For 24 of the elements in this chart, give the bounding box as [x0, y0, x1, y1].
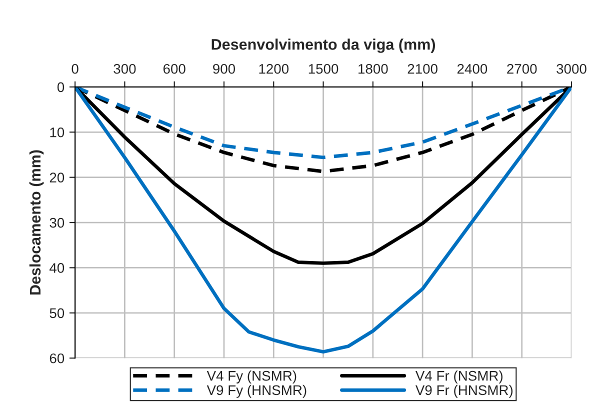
legend-label: V4 Fr (NSMR)	[415, 370, 503, 384]
y-tick-label: 40	[50, 263, 64, 273]
x-tick-label: 1800	[358, 64, 388, 74]
legend-label: V4 Fy (NSMR)	[206, 370, 296, 384]
x-tick-label: 600	[163, 64, 186, 74]
x-tick-label: 1500	[308, 64, 338, 74]
x-tick-label: 1200	[259, 64, 289, 74]
x-tick-label: 300	[114, 64, 136, 74]
y-axis-title: Deslocamento (mm)	[29, 150, 44, 295]
x-tick-label: 900	[213, 64, 236, 74]
y-tick-label: 10	[50, 127, 64, 138]
y-tick-label: 30	[50, 218, 64, 228]
legend-label: V9 Fr (HNSMR)	[415, 384, 513, 398]
y-tick-label: 50	[50, 308, 64, 318]
y-tick-label: 60	[50, 353, 64, 364]
x-tick-label: 2700	[507, 64, 537, 74]
legend-label: V9 Fy (HNSMR)	[206, 384, 306, 398]
y-tick-label: 20	[50, 172, 64, 182]
x-tick-label: 3000	[556, 64, 586, 74]
y-tick-label: 0	[57, 82, 64, 92]
x-axis-title: Desenvolvimento da viga (mm)	[212, 38, 436, 53]
x-tick-label: 2100	[408, 64, 438, 74]
x-tick-label: 0	[72, 64, 78, 74]
x-tick-label: 2400	[457, 64, 488, 74]
